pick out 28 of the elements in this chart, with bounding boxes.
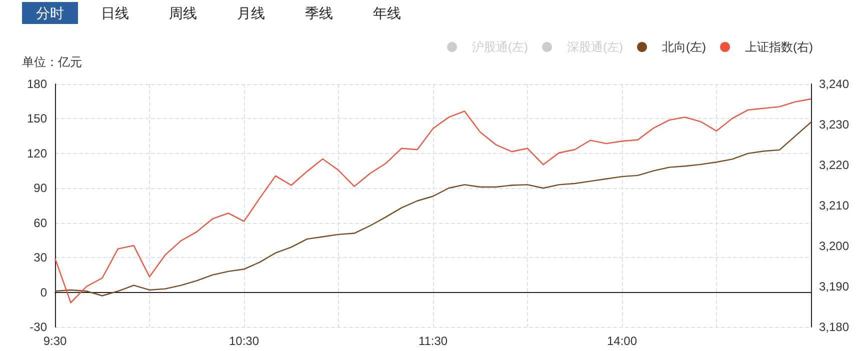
x-tick-label: 14:00 (606, 334, 638, 348)
y2-tick-label: 3,230 (819, 118, 850, 132)
y-axis-title: 单位：亿元 (22, 55, 82, 69)
text: 季线 (305, 5, 333, 21)
y-tick-label: 150 (26, 112, 48, 126)
y2-tick-label: 3,240 (819, 77, 850, 91)
y2-tick-label: 3,210 (819, 198, 850, 212)
text: 月线 (237, 5, 265, 21)
text: 分时 (36, 5, 64, 21)
text: 年线 (373, 5, 401, 21)
x-tick-label: 11:30 (418, 334, 448, 348)
y-tick-label: 120 (26, 146, 48, 160)
y2-tick-label: 3,220 (819, 158, 850, 172)
text: 周线 (169, 5, 197, 21)
y-tick-label: 30 (34, 250, 48, 265)
x-tick-label: 10:30 (228, 334, 260, 348)
y2-tick-label: 3,200 (819, 239, 850, 253)
y-tick-label: 90 (34, 181, 48, 196)
y-tick-label: 60 (34, 216, 48, 230)
legend-label: 北向(左) (662, 40, 706, 54)
text: 日线 (101, 5, 129, 21)
y2-tick-label: 3,180 (819, 320, 850, 334)
y-tick-label: 0 (40, 285, 48, 300)
legend-label: 上证指数(右) (745, 40, 814, 54)
y-tick-label: -30 (30, 320, 48, 334)
y2-tick-label: 3,190 (819, 280, 850, 294)
x-tick-label: 9:30 (43, 334, 67, 348)
y-tick-label: 180 (26, 77, 48, 91)
